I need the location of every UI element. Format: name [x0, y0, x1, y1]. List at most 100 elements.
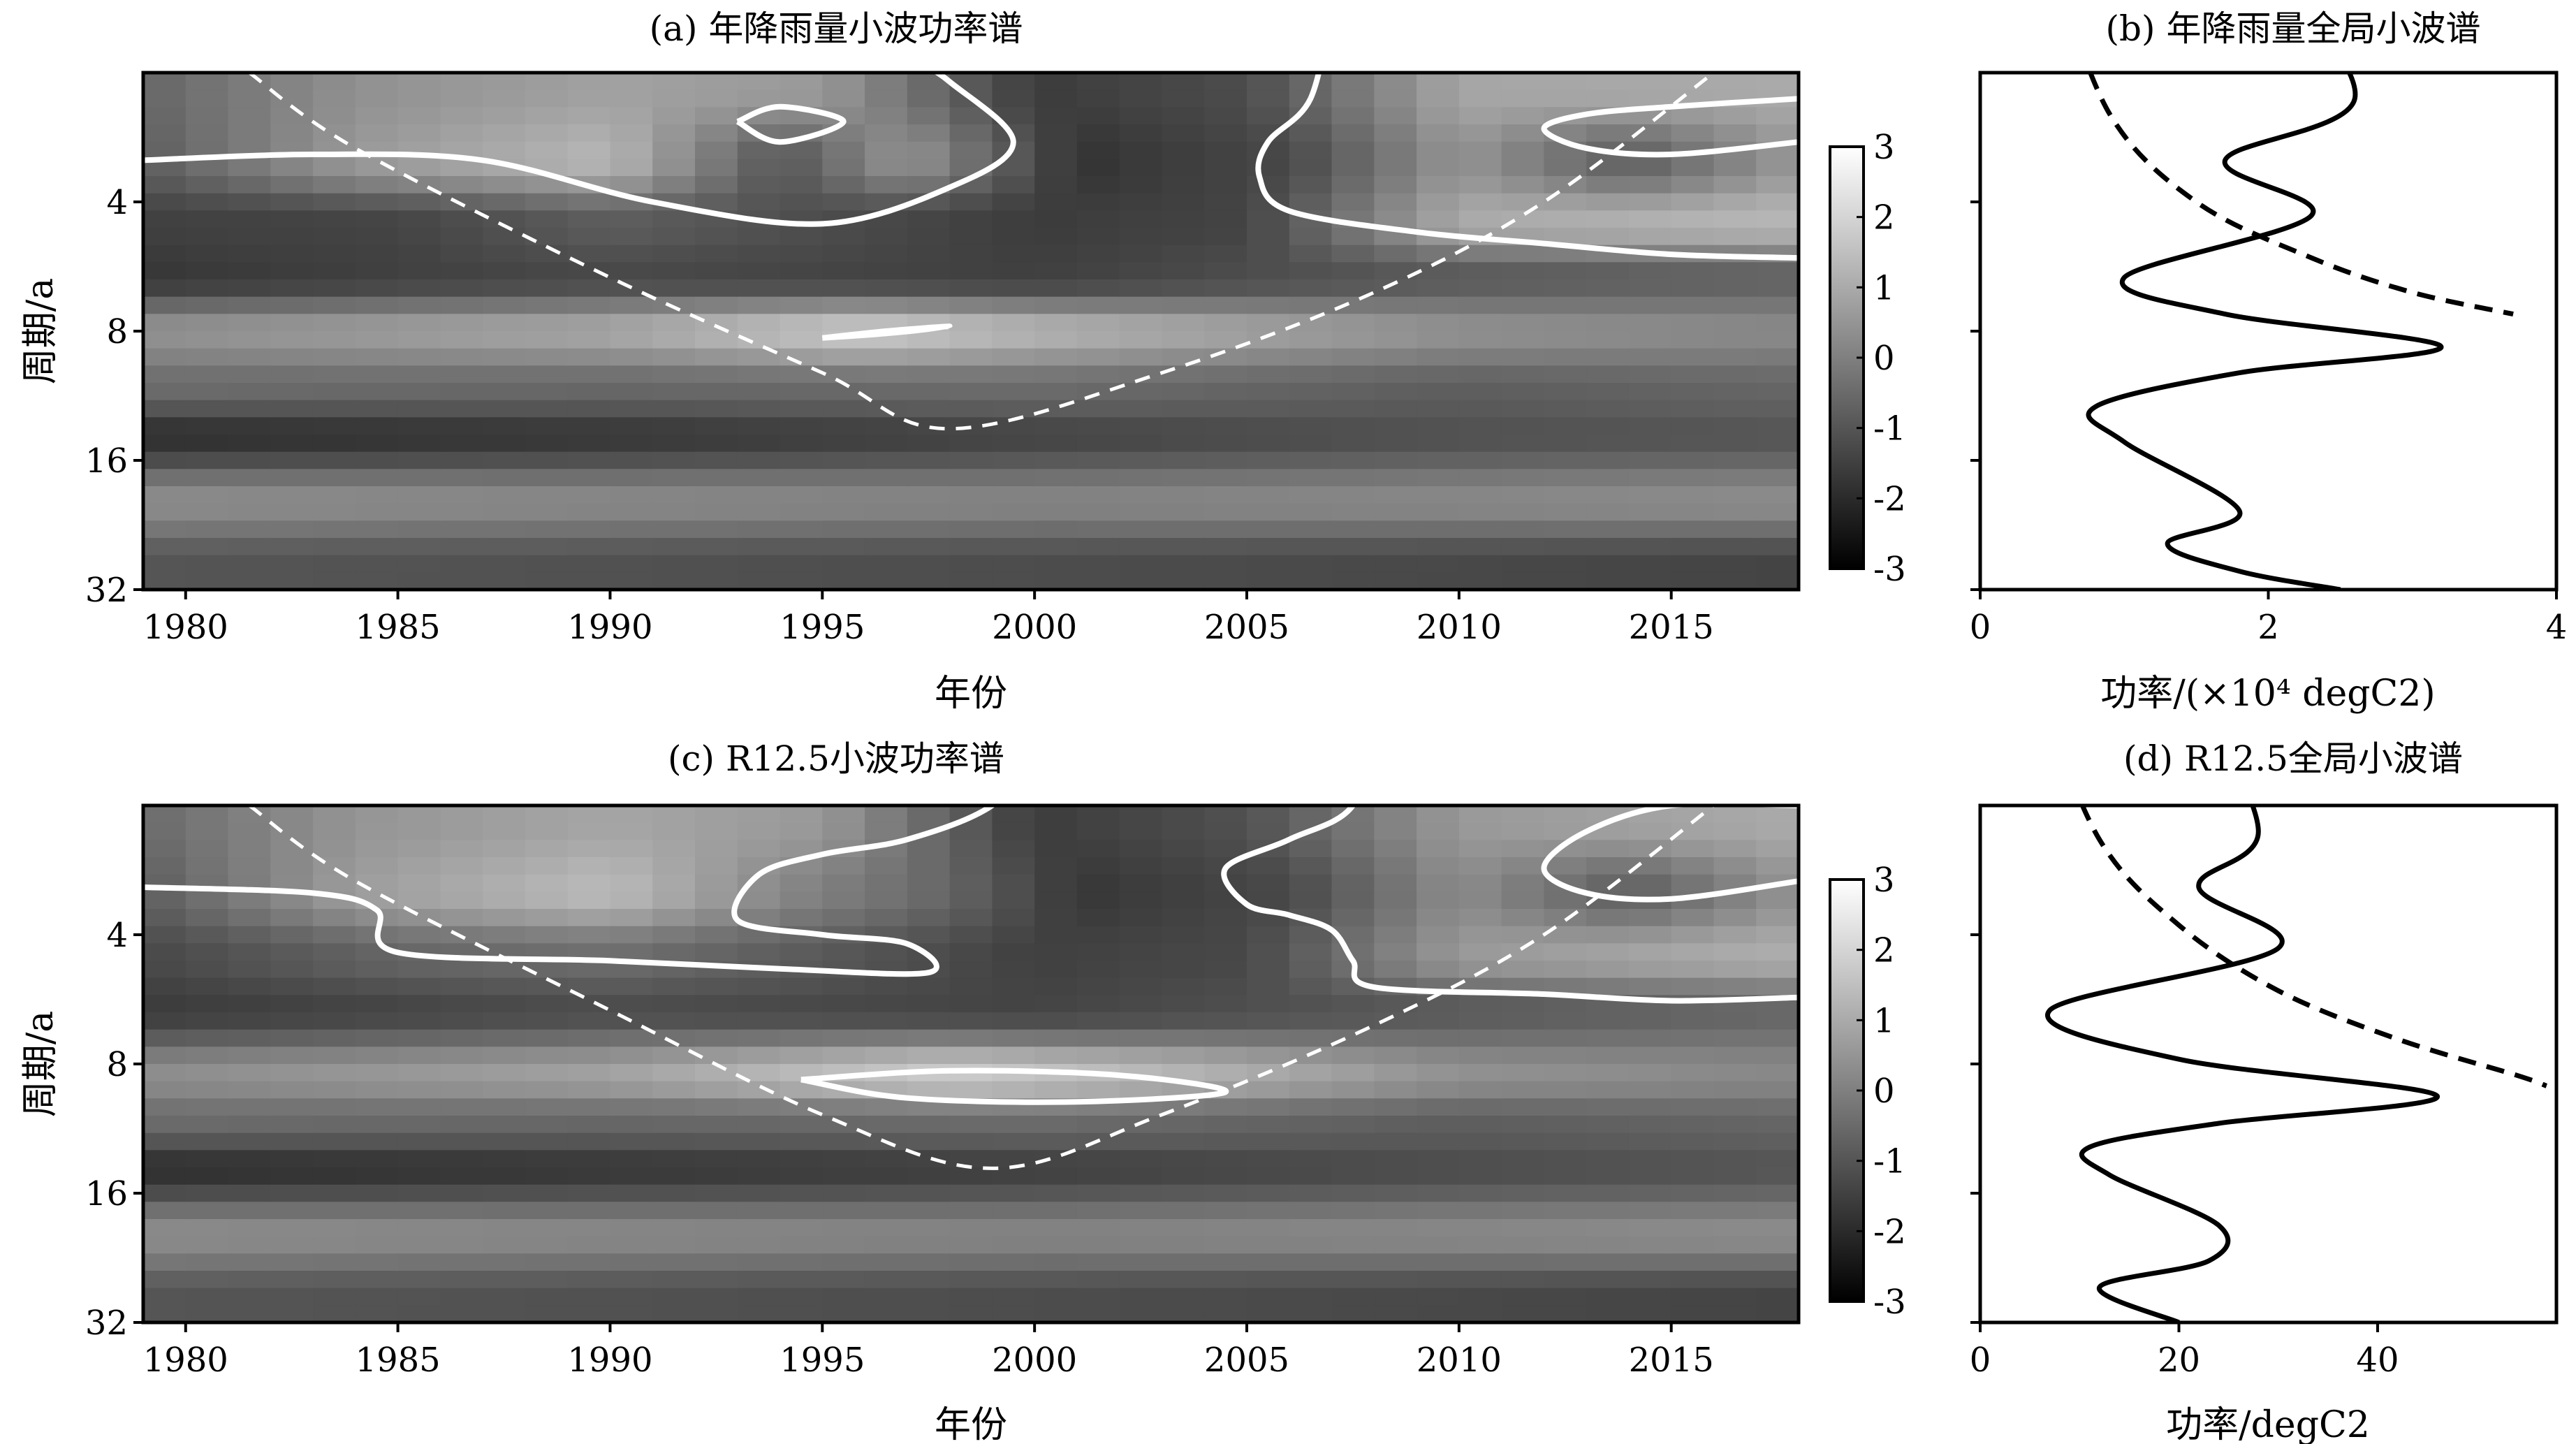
power-cell [313, 1219, 356, 1237]
power-cell [270, 193, 314, 212]
power-cell [143, 995, 186, 1013]
power-cell [1076, 176, 1120, 194]
power-cell [1628, 1012, 1672, 1030]
power-cell [483, 124, 526, 143]
power-cell [1417, 1184, 1460, 1203]
power-cell [1374, 159, 1418, 177]
power-cell [1586, 520, 1630, 539]
power-cell [1034, 995, 1078, 1013]
power-cell [822, 977, 866, 996]
power-cell [1289, 1271, 1333, 1289]
power-cell [397, 961, 441, 979]
power-cell [1076, 124, 1120, 143]
power-cell [1756, 1305, 1799, 1322]
power-cell [695, 314, 738, 332]
power-cell [1417, 1081, 1460, 1100]
power-cell [397, 228, 441, 246]
power-cell [780, 943, 824, 961]
power-cell [695, 1167, 738, 1186]
power-cell [1162, 365, 1206, 384]
power-cell [610, 400, 654, 418]
power-cell [143, 314, 186, 332]
power-cell [1628, 331, 1672, 349]
power-cell [1374, 1202, 1418, 1220]
power-cell [822, 909, 866, 927]
x-tick-label: 2010 [1417, 1341, 1502, 1380]
power-cell [1034, 486, 1078, 504]
power-cell [949, 365, 993, 384]
power-cell [1501, 857, 1545, 875]
power-cell [270, 1305, 314, 1322]
power-cell [440, 262, 484, 280]
power-cell [1501, 1046, 1545, 1065]
power-cell [1756, 520, 1799, 539]
power-cell [1628, 909, 1672, 927]
power-cell [355, 857, 399, 875]
power-cell [440, 572, 484, 590]
power-cell [567, 262, 611, 280]
power-cell [1076, 1081, 1120, 1100]
power-cell [1544, 1150, 1588, 1168]
power-cell [355, 417, 399, 435]
power-cell [1458, 1305, 1502, 1322]
power-cell [440, 1184, 484, 1203]
power-cell [1204, 365, 1247, 384]
x-tick-label: 1990 [567, 1341, 652, 1380]
significance-contour [736, 103, 847, 145]
power-cell [1076, 73, 1120, 91]
power-cell [440, 1098, 484, 1116]
power-cell [397, 1046, 441, 1065]
power-cell [483, 538, 526, 556]
power-cell [483, 1132, 526, 1151]
power-cell [355, 538, 399, 556]
power-cell [949, 262, 993, 280]
power-cell [865, 503, 908, 522]
power-cell [1076, 417, 1120, 435]
power-cell [610, 1219, 654, 1237]
power-cell [1162, 1132, 1206, 1151]
power-cell [1331, 520, 1375, 539]
power-cell [1671, 124, 1715, 143]
power-cell [1713, 435, 1757, 453]
power-cell [737, 486, 781, 504]
power-cell [270, 417, 314, 435]
power-cell [1247, 926, 1290, 945]
power-cell [525, 228, 569, 246]
power-cell [440, 874, 484, 893]
power-cell [355, 73, 399, 91]
power-cell [313, 1150, 356, 1168]
power-cell [228, 857, 272, 875]
power-cell [652, 176, 696, 194]
power-cell [1417, 1271, 1460, 1289]
power-cell [907, 1288, 951, 1306]
power-cell [143, 857, 186, 875]
panel-b-y-axis [1970, 200, 1980, 591]
power-cell [440, 1081, 484, 1100]
power-cell [1544, 417, 1588, 435]
colorbar-tick-label: -3 [1873, 550, 1906, 589]
power-cell [1501, 1167, 1545, 1186]
power-cell [440, 1219, 484, 1237]
power-cell [1417, 331, 1460, 349]
power-cell [1756, 891, 1799, 910]
power-cell [228, 1202, 272, 1220]
power-cell [1289, 435, 1333, 453]
power-cell [737, 572, 781, 590]
power-cell [1204, 400, 1247, 418]
power-cell [1162, 159, 1206, 177]
power-cell [567, 572, 611, 590]
power-cell [143, 1116, 186, 1134]
x-tick-label: 2005 [1204, 608, 1289, 647]
power-cell [737, 1305, 781, 1322]
power-cell [822, 383, 866, 401]
power-cell [1544, 1116, 1588, 1134]
power-cell [992, 943, 1036, 961]
power-cell [355, 435, 399, 453]
power-cell [1756, 193, 1799, 212]
power-cell [313, 822, 356, 841]
x-tick-label: 1980 [143, 1341, 228, 1380]
global-spectrum-line [2086, 73, 2444, 590]
power-cell [1628, 348, 1672, 367]
power-cell [1628, 1081, 1672, 1100]
power-cell [780, 909, 824, 927]
